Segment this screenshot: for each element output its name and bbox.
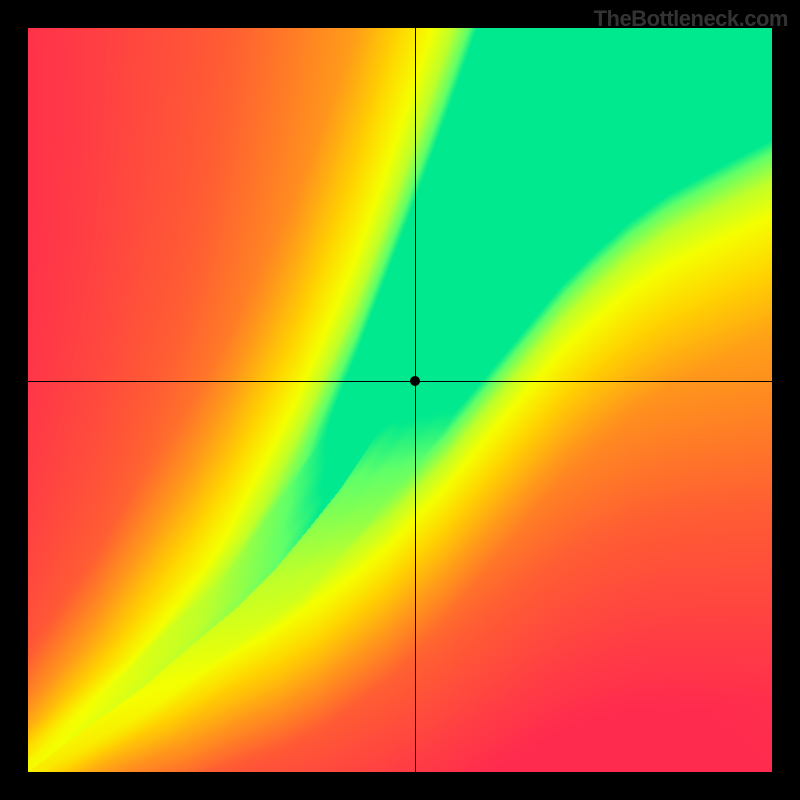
heatmap-canvas xyxy=(28,28,772,772)
crosshair-horizontal xyxy=(28,381,772,382)
heatmap-chart xyxy=(28,28,772,772)
marker-dot xyxy=(410,376,420,386)
crosshair-vertical xyxy=(415,28,416,772)
watermark-text: TheBottleneck.com xyxy=(594,6,788,32)
